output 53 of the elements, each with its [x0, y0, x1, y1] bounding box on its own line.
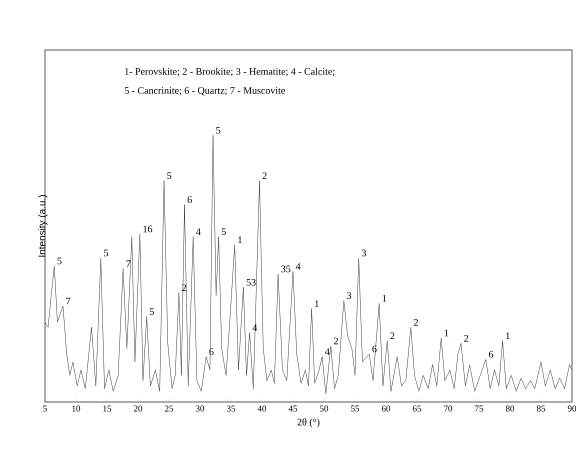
annotation: 3	[347, 292, 352, 299]
annotation: 5	[167, 172, 172, 179]
x-tick-label: 80	[506, 406, 514, 412]
annotation: 1	[444, 330, 448, 336]
annotation: 2	[390, 332, 394, 339]
annotation: 1	[315, 300, 319, 307]
annotation: 2	[334, 338, 338, 344]
annotation: 6	[372, 346, 377, 352]
annotation: 4	[196, 228, 201, 235]
x-tick-label: 75	[475, 406, 484, 412]
text: 1- Perovskite; 2 - Brookite; 3 - Hematite; 4 - Calcite;	[125, 68, 334, 76]
annotation: 1	[382, 295, 386, 302]
x-tick-label: 40	[258, 406, 266, 412]
annotation: 5	[58, 258, 62, 264]
annotation: 6	[488, 350, 494, 358]
annotation: 4	[325, 348, 330, 355]
x-tick-label: 70	[444, 406, 452, 412]
annotation: 1	[238, 236, 242, 243]
text: 5 - Cancrinite; 6 - Quartz; 7 - Muscovite	[124, 87, 285, 96]
annotation: 2	[262, 172, 267, 179]
x-tick-label: 15	[103, 406, 112, 412]
x-tick-label: 35	[226, 406, 236, 412]
x-tick-label: 30	[196, 406, 204, 412]
x-tick-label: 65	[412, 406, 422, 412]
annotation: 16	[143, 226, 152, 232]
annotation: 4	[252, 324, 258, 331]
annotation: 2	[414, 319, 418, 326]
annotation: 2	[182, 284, 186, 291]
y-axis-title: Intensity (a.u.)	[38, 195, 48, 257]
x-tick-label: 60	[382, 406, 390, 412]
annotation: 3	[362, 250, 366, 256]
annotation: 2	[464, 335, 468, 342]
x-tick-label: 5	[43, 406, 47, 412]
x-tick-label: 20	[134, 406, 142, 412]
annotation: 7	[126, 260, 131, 267]
annotation: 35	[281, 266, 290, 272]
annotation: 5	[150, 308, 154, 315]
annotation: 5	[222, 228, 226, 235]
annotation: 6	[188, 196, 192, 203]
x-tick-label: 25	[164, 406, 174, 412]
x-tick-label: 45	[288, 406, 298, 412]
annotation: 7	[66, 298, 70, 304]
x-tick-label: 85	[536, 406, 546, 412]
x-axis-title: 2θ (°)	[298, 418, 320, 428]
annotation: 5	[216, 127, 220, 134]
x-tick-label: 55	[351, 406, 360, 412]
x-tick-label: 10	[72, 406, 80, 412]
x-tick-label: 90	[568, 406, 576, 412]
x-tick-label: 50	[320, 406, 328, 412]
annotation: 5	[104, 250, 108, 256]
annotation: 53	[246, 278, 256, 286]
annotation: 1	[506, 332, 510, 339]
annotation: 4	[296, 263, 301, 270]
